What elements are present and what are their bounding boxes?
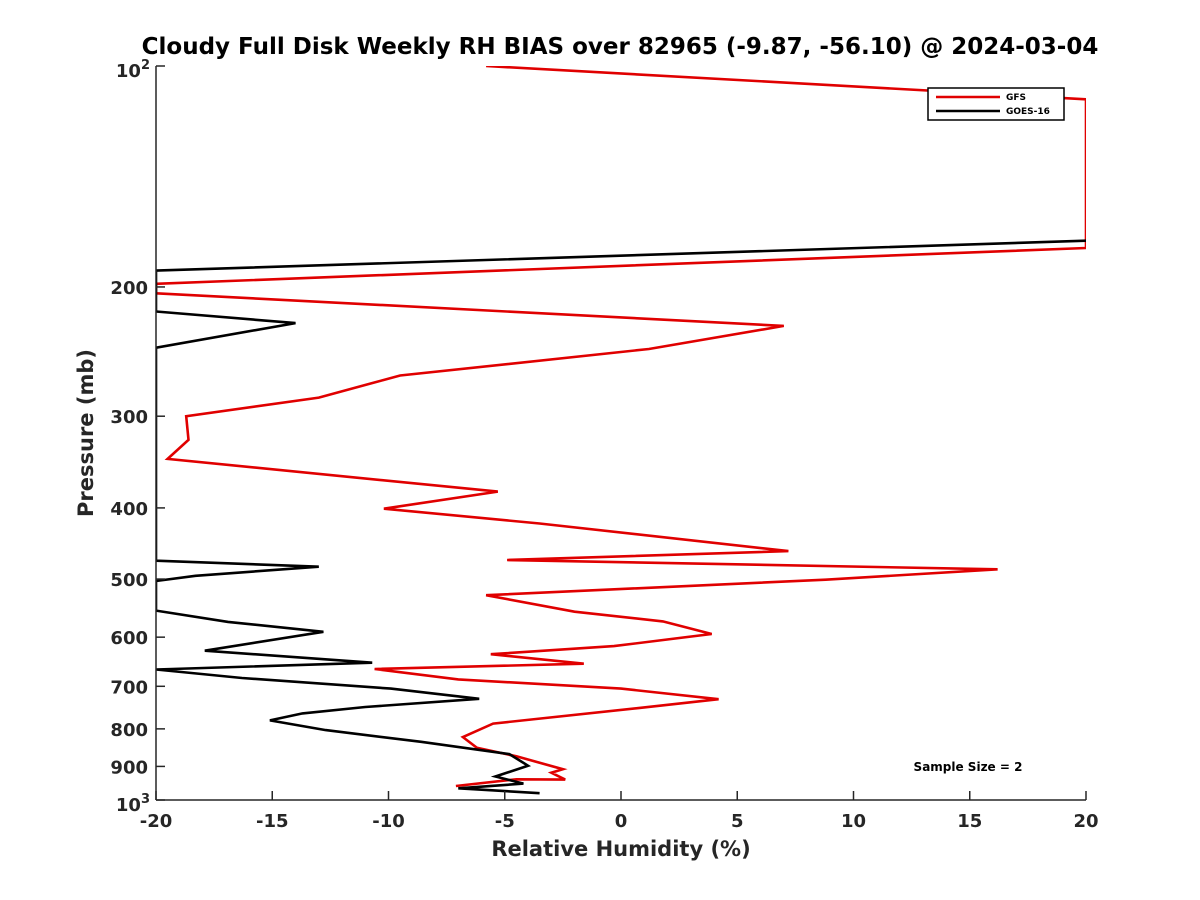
y-tick-label: 400 xyxy=(110,499,148,520)
chart-title: Cloudy Full Disk Weekly RH BIAS over 829… xyxy=(142,34,1099,60)
y-tick-label: 102 xyxy=(116,58,150,82)
x-axis-label: Relative Humidity (%) xyxy=(491,837,750,861)
sample-size-annotation: Sample Size = 2 xyxy=(914,760,1023,774)
y-axis-label: Pressure (mb) xyxy=(74,349,98,517)
series-line-gfs xyxy=(156,66,1086,788)
y-tick-label: 200 xyxy=(110,278,148,299)
x-tick-label: 15 xyxy=(957,811,982,832)
legend-box xyxy=(927,87,1065,121)
x-tick-label: -15 xyxy=(256,811,289,832)
y-tick-label: 103 xyxy=(116,792,150,816)
y-tick-label: 300 xyxy=(110,407,148,428)
legend-label-goes16: GOES-16 xyxy=(1006,107,1050,117)
x-tick-label: 20 xyxy=(1073,811,1098,832)
y-tick-label: 900 xyxy=(110,757,148,778)
x-tick-label: 10 xyxy=(841,811,866,832)
legend-label-gfs: GFS xyxy=(1006,93,1026,103)
y-tick-label: 500 xyxy=(110,570,148,591)
series-line-goes-16 xyxy=(156,239,1086,795)
y-tick-label: 600 xyxy=(110,628,148,649)
x-tick-label: -5 xyxy=(495,811,515,832)
x-tick-label: -10 xyxy=(372,811,405,832)
x-tick-label: -20 xyxy=(140,811,173,832)
y-tick-label: 700 xyxy=(110,677,148,698)
y-tick-label: 800 xyxy=(110,720,148,741)
plot-area xyxy=(156,66,1086,800)
legend: GFS GOES-16 xyxy=(927,87,1065,121)
x-tick-label: 0 xyxy=(615,811,628,832)
x-tick-label: 5 xyxy=(731,811,744,832)
